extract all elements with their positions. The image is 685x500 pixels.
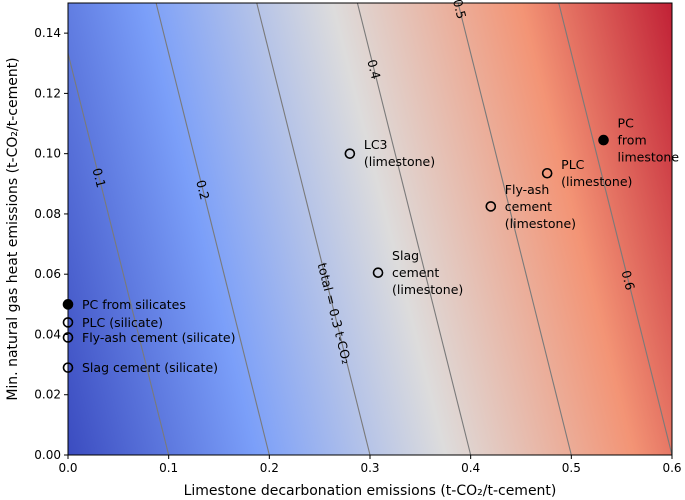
data-point xyxy=(344,148,356,159)
contour-label: 0.5 xyxy=(450,0,469,20)
plot-field xyxy=(68,3,672,455)
point-label: PC from limestone xyxy=(618,116,680,165)
x-tick-label: 0.1 xyxy=(159,461,178,475)
data-point xyxy=(372,267,384,278)
x-tick-label: 0.5 xyxy=(562,461,581,475)
point-label: Fly-ash cement (silicate) xyxy=(82,330,235,345)
y-axis-label: Min. natural gas heat emissions (t-CO₂/t… xyxy=(5,57,21,400)
y-tick-label: 0.06 xyxy=(34,267,61,281)
x-axis-label: Limestone decarbonation emissions (t-CO₂… xyxy=(184,483,557,499)
y-tick-label: 0.08 xyxy=(34,207,61,221)
contour-label: 0.1 xyxy=(90,166,109,189)
point-label: Fly-ash cement (limestone) xyxy=(505,182,576,231)
data-point xyxy=(598,134,609,146)
x-axis-ticks: 0.0 0.1 0.2 0.3 0.4 0.5 0.6 xyxy=(58,455,682,475)
point-label: PC from silicates xyxy=(82,297,186,312)
point-label: PLC (limestone) xyxy=(561,157,632,189)
data-point xyxy=(485,201,497,212)
y-tick-label: 0.00 xyxy=(34,448,61,462)
x-tick-label: 0.0 xyxy=(58,461,77,475)
contour-label: 0.6 xyxy=(619,269,638,292)
contour-line xyxy=(356,3,472,455)
contour-lines xyxy=(68,3,672,455)
y-tick-label: 0.02 xyxy=(34,388,61,402)
x-tick-label: 0.2 xyxy=(260,461,279,475)
y-axis-ticks: 0.00 0.02 0.04 0.06 0.08 0.10 0.12 0.14 xyxy=(34,26,68,462)
y-tick-label: 0.14 xyxy=(34,26,61,40)
point-label: PLC (silicate) xyxy=(82,315,163,330)
contour-label: 0.4 xyxy=(364,58,383,81)
x-tick-label: 0.6 xyxy=(662,461,681,475)
y-tick-label: 0.10 xyxy=(34,147,61,161)
y-tick-label: 0.12 xyxy=(34,86,61,100)
contour-line xyxy=(155,3,270,455)
contour-line xyxy=(68,50,170,455)
contour-line xyxy=(457,3,572,455)
point-label: Slag cement (limestone) xyxy=(392,248,463,297)
data-point xyxy=(541,167,553,179)
y-tick-label: 0.04 xyxy=(34,327,61,341)
x-tick-label: 0.3 xyxy=(360,461,379,475)
point-label: LC3 (limestone) xyxy=(364,137,435,169)
point-label: Slag cement (silicate) xyxy=(82,360,218,375)
x-tick-label: 0.4 xyxy=(461,461,480,475)
contour-line xyxy=(256,3,371,455)
contour-label: 0.2 xyxy=(193,178,212,201)
contour-line xyxy=(558,3,672,455)
